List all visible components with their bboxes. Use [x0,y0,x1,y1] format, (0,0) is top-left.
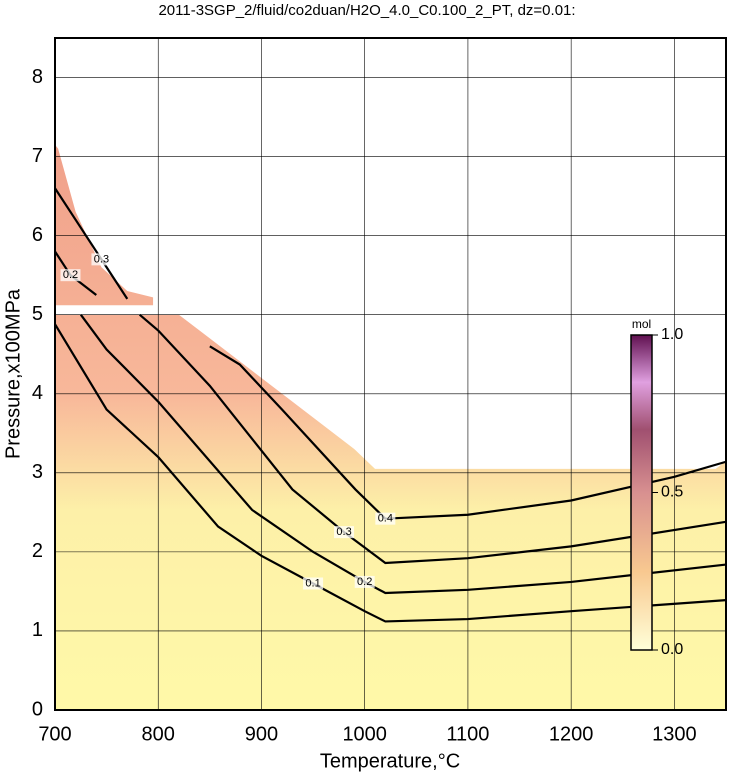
contour-label: 0.2 [357,576,372,588]
contour-line [54,187,129,300]
x-tick-label: 700 [38,723,71,745]
contour-label-bg [303,577,324,590]
colorbar-tick-label: 1.0 [661,326,683,343]
plot-frame [54,37,727,711]
x-tick-label: 1100 [446,723,489,745]
x-tick-label: 800 [142,723,175,745]
contour-label-bg [91,253,112,266]
y-tick-label: 7 [32,145,43,167]
y-tick-label: 6 [32,224,43,246]
contour-label: 0.3 [94,253,109,265]
y-tick-label: 4 [32,382,43,404]
colorbar [630,334,653,651]
chart-title: 2011-3SGP_2/fluid/co2duan/H2O_4.0_C0.100… [158,2,575,19]
y-tick-label: 3 [32,461,43,483]
x-tick-label: 1000 [342,723,387,745]
contour-label: 0.4 [378,513,393,525]
x-tick-label: 900 [245,723,278,745]
x-axis-label: Temperature,°C [320,750,460,772]
contour-label: 0.2 [63,269,78,281]
y-tick-label: 1 [32,619,43,641]
y-tick-label: 8 [32,66,43,88]
contour-line [79,314,727,595]
filled-region [55,144,154,306]
y-tick-label: 2 [32,540,43,562]
x-tick-label: 1200 [549,723,594,745]
y-tick-label: 5 [32,303,43,325]
contour-label: 0.3 [336,526,351,538]
y-tick-label: 0 [32,698,43,720]
contour-label-bg [334,526,355,539]
colorbar-label: mol [632,317,651,331]
y-axis-label: Pressure,x100MPa [2,288,24,459]
contour-label-bg [354,575,375,588]
contour-label: 0.1 [305,577,320,589]
contour-label-bg [60,269,81,282]
colorbar-tick-label: 0.5 [661,484,683,501]
contour-label-bg [375,512,396,525]
x-tick-label: 1300 [652,723,697,745]
colorbar-tick-label: 0.0 [661,641,683,658]
